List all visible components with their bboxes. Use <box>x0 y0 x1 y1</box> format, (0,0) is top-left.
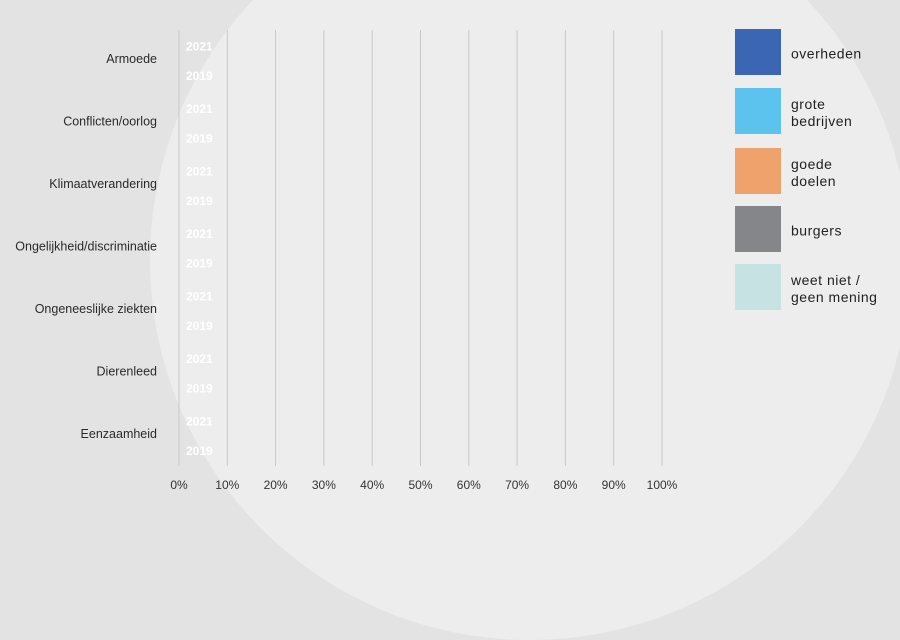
legend-label: goede doelen <box>791 156 837 189</box>
year-label: 2021 <box>186 415 213 429</box>
category-label: Eenzaamheid <box>81 427 157 441</box>
legend-label: burgers <box>791 222 842 239</box>
legend-label: weet niet / geen mening <box>791 272 878 305</box>
category-label: Dierenleed <box>97 365 158 379</box>
category-label: Armoede <box>106 52 157 66</box>
x-tick-label: 90% <box>602 478 626 492</box>
labels: 0% 10% 20% 30% 40% 50% 60% 70% 80% 90% 100% Armoede… <box>15 40 677 493</box>
legend-swatch <box>735 206 781 252</box>
year-label: 2021 <box>186 102 213 116</box>
category-label: Klimaatverandering <box>49 177 157 191</box>
year-label: 2021 <box>186 290 213 304</box>
year-label: 2019 <box>186 444 213 458</box>
x-tick-label: 40% <box>360 478 384 492</box>
legend-swatch <box>735 148 781 194</box>
legend-item-grote-bedrijven: grote bedrijven <box>735 88 900 138</box>
legend-label: grote bedrijven <box>791 96 853 129</box>
legend-item-goede-doelen: goede doelen <box>735 148 900 198</box>
x-tick-label: 70% <box>505 478 529 492</box>
year-label: 2019 <box>186 69 213 83</box>
year-label: 2021 <box>186 227 213 241</box>
x-tick-label: 30% <box>312 478 336 492</box>
x-tick-label: 0% <box>170 478 188 492</box>
x-tick-label: 80% <box>553 478 577 492</box>
legend-swatch <box>735 264 781 310</box>
x-tick-label: 100% <box>647 478 678 492</box>
year-label: 2019 <box>186 382 213 396</box>
x-tick-label: 60% <box>457 478 481 492</box>
legend-swatch <box>735 88 781 134</box>
legend-label: overheden <box>791 45 862 62</box>
x-tick-label: 50% <box>408 478 432 492</box>
year-label: 2021 <box>186 352 213 366</box>
gridlines <box>178 30 663 466</box>
stacked-bar-chart: 0% 10% 20% 30% 40% 50% 60% 70% 80% 90% 100% Armoede… <box>15 30 678 493</box>
category-label: Ongeneeslijke ziekten <box>35 302 157 316</box>
x-tick-label: 20% <box>264 478 288 492</box>
category-label: Ongelijkheid/discriminatie <box>15 240 157 254</box>
year-label: 2021 <box>186 40 213 54</box>
year-label: 2019 <box>186 319 213 333</box>
year-label: 2021 <box>186 165 213 179</box>
legend-item-overheden: overheden <box>735 29 900 79</box>
year-label: 2019 <box>186 194 213 208</box>
x-tick-label: 10% <box>215 478 239 492</box>
year-label: 2019 <box>186 257 213 271</box>
legend-item-weet-niet: weet niet / geen mening <box>735 264 900 314</box>
category-label: Conflicten/oorlog <box>63 115 157 129</box>
legend-item-burgers: burgers <box>735 206 900 256</box>
legend-swatch <box>735 29 781 75</box>
year-label: 2019 <box>186 132 213 146</box>
